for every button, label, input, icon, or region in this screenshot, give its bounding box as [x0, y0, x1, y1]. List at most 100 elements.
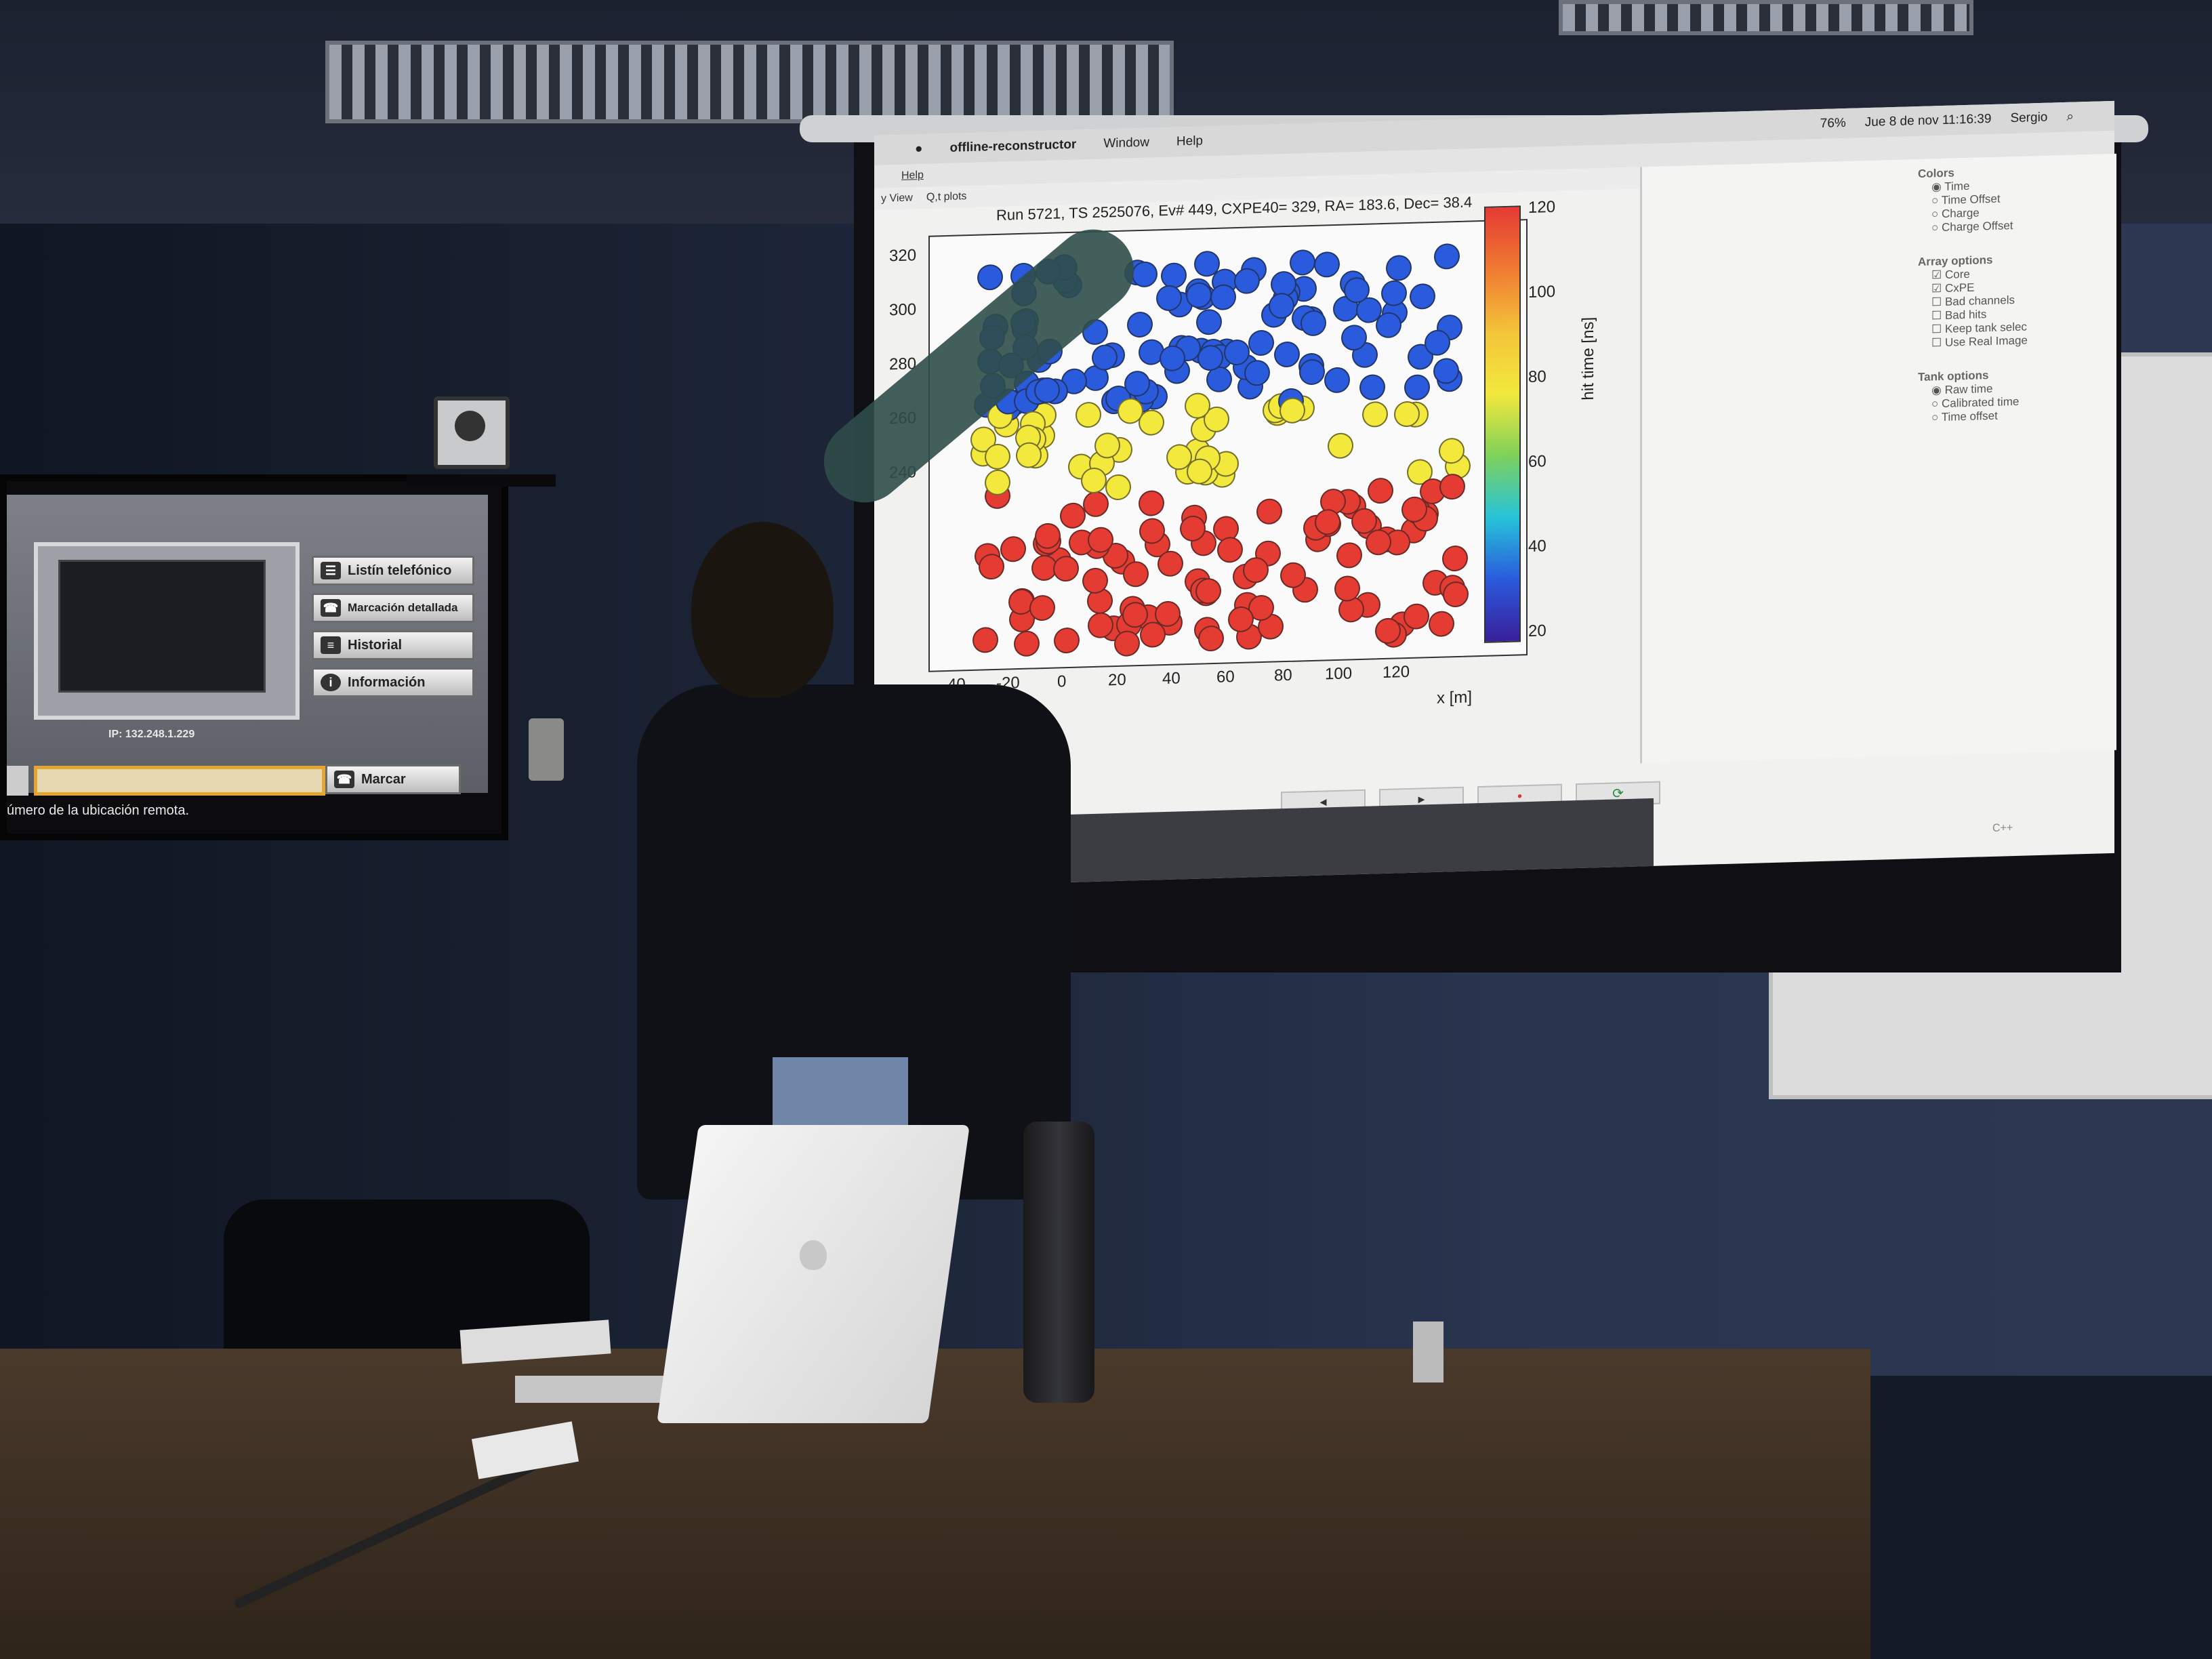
cbar-tick-100: 100 — [1528, 282, 1556, 302]
history-icon: ≡ — [321, 636, 341, 654]
app-name[interactable]: offline-reconstructor — [949, 137, 1077, 155]
detector-tank — [1404, 374, 1430, 401]
detector-tank — [1029, 594, 1055, 622]
detector-tank — [1314, 251, 1340, 279]
x-tick: 20 — [1108, 670, 1126, 690]
x-axis-label: x [m] — [1437, 688, 1472, 708]
dial-input[interactable] — [34, 766, 325, 796]
x-tick: 120 — [1382, 662, 1410, 682]
detector-tank — [1403, 602, 1429, 630]
detector-tank — [1290, 249, 1316, 276]
detector-tank — [1359, 373, 1385, 401]
detector-tank — [1132, 261, 1158, 288]
phonebook-button[interactable]: ☰ Listín telefónico — [312, 556, 474, 586]
phone-icon: ☎ — [321, 599, 341, 617]
clock[interactable]: Jue 8 de nov 11:16:39 — [1864, 111, 1992, 130]
ip-address: IP: 132.248.1.229 — [108, 729, 195, 740]
detector-tank — [1268, 292, 1294, 319]
detector-tank — [1216, 536, 1243, 563]
detector-tank — [1198, 625, 1225, 652]
detector-tank — [1393, 401, 1420, 428]
detector-tank — [1336, 542, 1363, 569]
detector-tank — [1155, 284, 1182, 312]
detector-tank — [1361, 401, 1388, 428]
detector-tank — [1429, 611, 1455, 638]
detector-tank — [1114, 630, 1140, 657]
detector-tank — [1256, 498, 1283, 525]
x-tick: 60 — [1216, 668, 1235, 687]
detector-tank — [1158, 550, 1184, 577]
detector-tank — [1441, 545, 1468, 572]
detector-tank — [979, 553, 1005, 580]
tab-view[interactable]: y View — [881, 192, 913, 205]
apple-icon[interactable]: ● — [915, 142, 923, 157]
detector-tank — [1210, 284, 1236, 311]
detector-tank — [1082, 491, 1109, 518]
wall-switch — [529, 718, 564, 781]
information-button[interactable]: i Información — [312, 668, 474, 697]
history-button[interactable]: ≡ Historial — [312, 630, 474, 660]
camera-preview — [34, 542, 300, 720]
x-tick: 0 — [1057, 672, 1067, 691]
detector-tank — [972, 626, 998, 653]
detector-tank — [1248, 329, 1274, 356]
color-bar — [1484, 205, 1521, 643]
cbar-tick-40: 40 — [1528, 537, 1547, 556]
detector-tank — [1087, 526, 1113, 553]
detector-tank — [1060, 502, 1086, 529]
detector-tank — [1274, 341, 1300, 368]
detailed-dial-button[interactable]: ☎ Marcación detallada — [312, 593, 474, 623]
detector-tank — [1196, 308, 1223, 335]
detector-tank — [1139, 490, 1165, 517]
battery-status[interactable]: 76% — [1820, 115, 1846, 131]
menu-help[interactable]: Help — [1176, 134, 1203, 149]
detector-tank — [1299, 359, 1326, 386]
ceiling-vent — [325, 41, 1174, 123]
preview-image — [58, 560, 266, 693]
monitor-screen: ☰ Listín telefónico ☎ Marcación detallada … — [7, 495, 488, 818]
detector-tank — [1053, 627, 1080, 654]
detector-tank — [1075, 402, 1101, 429]
cbar-tick-80: 80 — [1528, 367, 1547, 387]
detector-tank — [1375, 312, 1401, 339]
user-name[interactable]: Sergio — [2010, 110, 2048, 126]
detector-tank — [1328, 432, 1354, 459]
book-icon: ☰ — [321, 562, 341, 579]
phone-icon: ☎ — [334, 771, 354, 788]
camera-shelf — [407, 474, 556, 487]
detector-tank — [1000, 536, 1026, 563]
detector-tank — [1195, 577, 1221, 605]
menu-window[interactable]: Window — [1103, 135, 1149, 151]
detector-tank — [984, 443, 1010, 470]
x-tick: 100 — [1325, 664, 1353, 684]
colorbar-label: hit time [ns] — [1579, 316, 1597, 401]
detector-tank — [1443, 581, 1469, 608]
detector-tank — [1380, 279, 1407, 306]
detector-tank — [1243, 557, 1269, 584]
detector-tank — [1300, 310, 1327, 337]
detector-tank — [1094, 432, 1120, 459]
detector-tank — [1424, 329, 1450, 356]
back-tab[interactable] — [7, 766, 28, 796]
search-icon[interactable]: ⌕ — [2066, 109, 2074, 124]
laptop-lid — [657, 1125, 970, 1423]
tab-qt-plots[interactable]: Q,t plots — [926, 190, 967, 203]
ceiling-vent-right — [1559, 0, 1973, 35]
detector-tank — [1105, 474, 1131, 501]
detector-tank — [1139, 621, 1166, 649]
language-label: C++ — [1992, 822, 2013, 834]
detector-tank — [1385, 255, 1412, 282]
detector-tank — [1014, 630, 1040, 657]
detector-tank — [1053, 555, 1080, 582]
detector-tank — [1368, 477, 1394, 504]
status-hint: úmero de la ubicación remota. — [7, 803, 190, 818]
detector-tank — [1122, 561, 1149, 588]
detector-tank — [1197, 344, 1223, 371]
dial-button[interactable]: ☎ Marcar — [325, 764, 461, 794]
detector-tank — [977, 264, 1004, 291]
x-tick: 80 — [1274, 665, 1292, 685]
cbar-tick-120: 120 — [1528, 197, 1556, 218]
app-help-menu[interactable]: Help — [901, 169, 924, 182]
detector-tank — [1234, 268, 1261, 295]
info-icon: i — [321, 674, 341, 691]
